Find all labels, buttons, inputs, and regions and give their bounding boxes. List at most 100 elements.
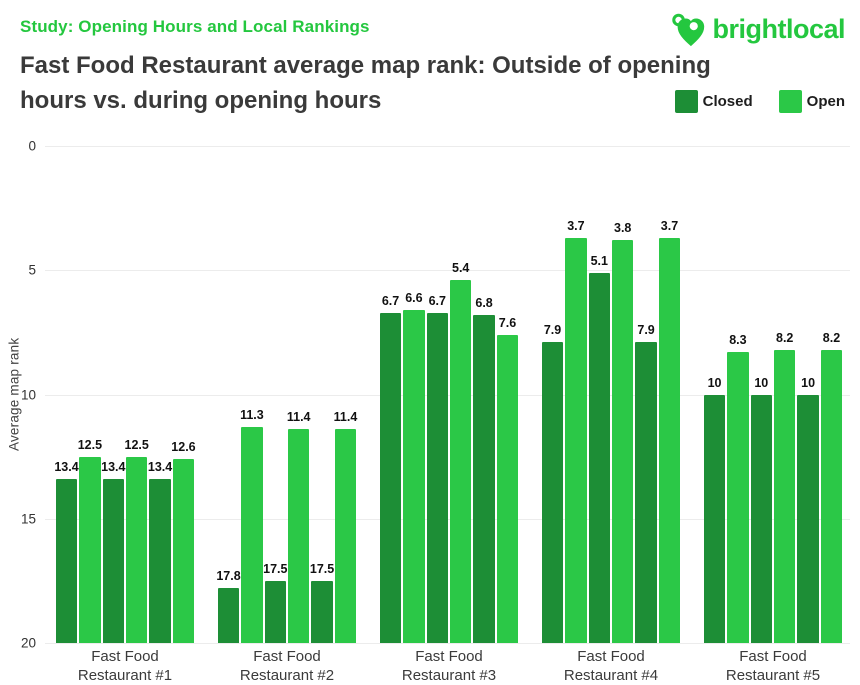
bar-group-restaurant-3: 6.7 6.6 6.7 5.4 6.8 7.6 Fast Food Restaurant #3 (379, 146, 519, 684)
x-axis-category-line: Fast Food (739, 648, 807, 665)
brightlocal-logo-text: brightlocal (712, 13, 845, 44)
bar-open: 12.6 (171, 440, 196, 643)
x-axis-category-label: Fast Food Restaurant #4 (531, 647, 691, 685)
bar-value-label: 13.4 (54, 460, 79, 474)
x-axis-category-line: Fast Food (415, 648, 483, 665)
bar-closed: 6.8 (473, 296, 495, 643)
brightlocal-pin-icon (670, 10, 708, 48)
x-axis-category-line: Restaurant #4 (563, 667, 659, 684)
bar-value-label: 3.7 (660, 218, 679, 233)
bar-closed: 7.9 (635, 323, 657, 643)
y-tick-label-0: 0 (28, 138, 36, 154)
x-axis-category-label: Fast Food Restaurant #2 (207, 647, 367, 685)
bar-open: 3.7 (658, 219, 681, 643)
x-axis-category-line: Fast Food (577, 648, 645, 665)
plot-area: 13.4 12.5 13.4 12.5 13.4 12.6 Fast Food Restaur… (45, 146, 850, 684)
bar-value-label: 7.9 (543, 323, 562, 338)
legend: Closed Open (674, 90, 845, 113)
bar-value-label: 3.8 (613, 221, 632, 236)
bar-value-label: 5.1 (590, 253, 608, 268)
bar-open: 12.5 (78, 438, 102, 643)
y-tick-label-10: 10 (20, 387, 36, 402)
bar-value-label: 6.8 (475, 295, 493, 310)
x-axis-category-label: Fast Food Restaurant #5 (693, 647, 853, 685)
bar-value-label: 11.4 (286, 410, 311, 425)
x-axis-category-label: Fast Food Restaurant #3 (369, 647, 529, 685)
bar-group-restaurant-5: 10 8.3 10 8.2 10 8.2 Fast Food Restaurant #5 (703, 146, 843, 684)
bar-value-label: 6.7 (381, 293, 400, 308)
bar-open: 8.2 (820, 331, 843, 643)
legend-swatch-closed (674, 90, 698, 113)
legend-item-closed: Closed (674, 90, 753, 113)
bar-open: 11.3 (240, 408, 264, 643)
y-tick-label-20: 20 (20, 635, 36, 651)
legend-label: Open (806, 93, 845, 110)
bar-closed: 6.7 (426, 294, 448, 643)
bar-open: 3.8 (612, 221, 634, 643)
bar-closed: 13.4 (148, 460, 172, 643)
bar-value-label: 13.4 (101, 460, 126, 474)
gridline-0 (45, 146, 850, 147)
bar-closed: 10 (797, 376, 819, 643)
bar-value-label: 10 (707, 375, 722, 390)
bar-value-label: 10 (754, 375, 769, 390)
bar-value-label: 8.2 (775, 330, 794, 345)
bar-closed: 13.4 (101, 460, 125, 643)
x-axis-category-line: Fast Food (91, 648, 159, 665)
legend-item-open: Open (778, 90, 845, 113)
x-axis-category-line: Fast Food (253, 648, 321, 665)
bar-value-label: 13.4 (147, 460, 173, 474)
bar-closed: 17.8 (216, 569, 241, 643)
x-axis-category-label: Fast Food Restaurant #1 (45, 647, 205, 685)
bar-open: 7.6 (496, 316, 519, 643)
bar-value-label: 12.5 (124, 437, 149, 452)
x-axis-category-line: Restaurant #2 (239, 667, 335, 684)
y-tick-label-15: 15 (20, 511, 36, 527)
x-axis-category-line: Restaurant #3 (401, 667, 497, 684)
chart-title-line1: Fast Food Restaurant average map rank: O… (20, 52, 711, 79)
bar-value-label: 12.6 (171, 440, 196, 455)
bar-value-label: 7.9 (637, 323, 655, 338)
legend-swatch-open (778, 90, 802, 113)
x-axis-category-line: Restaurant #5 (725, 667, 821, 684)
bar-value-label: 3.7 (567, 218, 585, 233)
bar-value-label: 7.6 (498, 315, 517, 330)
brightlocal-logo: brightlocal (670, 10, 845, 48)
gridline-20 (45, 643, 850, 644)
bar-closed: 7.9 (541, 323, 564, 643)
bar-open: 12.5 (125, 438, 149, 643)
bar-closed: 17.5 (263, 562, 287, 643)
chart-title: Fast Food Restaurant average map rank: O… (20, 48, 760, 118)
bar-groups-container: 13.4 12.5 13.4 12.5 13.4 12.6 Fast Food Restaur… (54, 146, 843, 684)
chart-title-line2: hours vs. during opening hours (20, 87, 382, 114)
bar-closed: 13.4 (54, 460, 79, 643)
bar-group-restaurant-4: 7.9 3.7 5.1 3.8 7.9 3.7 Fast Food Restaurant #4 (541, 146, 681, 684)
bar-open: 3.7 (565, 219, 587, 643)
bar-open: 6.6 (403, 291, 425, 643)
bar-value-label: 8.2 (822, 330, 841, 345)
bar-closed: 17.5 (310, 562, 334, 643)
bar-closed: 6.7 (379, 294, 402, 643)
bar-value-label: 17.8 (216, 569, 241, 584)
bar-value-label: 17.5 (309, 561, 335, 576)
bar-value-label: 12.5 (77, 437, 103, 452)
bar-open: 8.2 (774, 331, 796, 643)
bar-value-label: 6.6 (405, 291, 423, 306)
bar-value-label: 8.3 (729, 333, 747, 348)
bar-value-label: 11.4 (333, 410, 358, 425)
bar-value-label: 17.5 (263, 561, 288, 576)
bar-closed: 10 (703, 376, 726, 643)
bar-open: 8.3 (727, 333, 749, 643)
bar-value-label: 11.3 (240, 407, 264, 422)
bar-group-restaurant-1: 13.4 12.5 13.4 12.5 13.4 12.6 Fast Food Restaur… (54, 146, 196, 684)
bar-open: 5.4 (450, 261, 472, 643)
bar-open: 11.4 (334, 410, 357, 643)
study-label: Study: Opening Hours and Local Rankings (20, 17, 370, 36)
bar-value-label: 5.4 (451, 261, 470, 276)
bar-value-label: 10 (801, 375, 816, 390)
x-axis-category-line: Restaurant #1 (77, 667, 173, 684)
bar-open: 11.4 (287, 410, 311, 643)
gridline-5 (45, 270, 850, 272)
bar-value-label: 6.7 (428, 293, 446, 308)
